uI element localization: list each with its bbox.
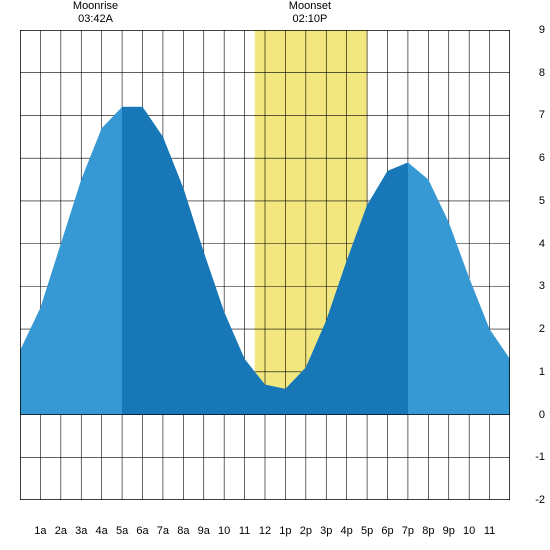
y-tick-label: 9 (539, 24, 545, 36)
x-tick-label: 12 (259, 525, 271, 537)
moon-label-title: Moonset (289, 0, 331, 13)
moon-label-time: 03:42A (73, 13, 118, 26)
x-tick-label: 4p (341, 525, 353, 537)
tide-chart-container: Moonrise03:42A Moonset02:10P 1a 2a 3a 4a 5a 6a… (0, 0, 550, 550)
y-tick-label: 6 (539, 152, 545, 164)
top-labels: Moonrise03:42A Moonset02:10P (0, 0, 550, 30)
y-axis-labels: -2-10123456789 (530, 30, 545, 500)
x-tick-label: 8a (177, 525, 189, 537)
x-tick-label: 8p (422, 525, 434, 537)
y-tick-label: 0 (539, 409, 545, 421)
x-tick-label: 10 (463, 525, 475, 537)
chart-plot-area (20, 30, 510, 500)
moon-label: Moonrise03:42A (73, 0, 118, 26)
x-tick-label: 11 (484, 525, 495, 537)
x-tick-label: 3a (75, 525, 87, 537)
x-tick-label: 7a (157, 525, 169, 537)
moon-label: Moonset02:10P (289, 0, 331, 26)
x-tick-label: 11 (239, 525, 250, 537)
x-tick-label: 5a (116, 525, 128, 537)
chart-svg (20, 30, 510, 500)
y-tick-label: 5 (539, 195, 545, 207)
moon-label-title: Moonrise (73, 0, 118, 13)
moon-label-time: 02:10P (289, 13, 331, 26)
x-tick-label: 2a (55, 525, 67, 537)
x-tick-label: 4a (96, 525, 108, 537)
y-tick-label: 4 (539, 238, 545, 250)
x-axis-labels: 1a 2a 3a 4a 5a 6a 7a 8a 9a 10 11 12 1p 2p 3p 4p 5p 6p 7p 8p… (20, 525, 510, 545)
y-tick-label: 7 (539, 109, 545, 121)
y-tick-label: -2 (535, 494, 545, 506)
x-tick-label: 9p (443, 525, 455, 537)
y-tick-label: -1 (535, 451, 545, 463)
x-tick-label: 10 (218, 525, 230, 537)
x-tick-label: 5p (361, 525, 373, 537)
y-tick-label: 3 (539, 280, 545, 292)
x-tick-label: 3p (320, 525, 332, 537)
x-tick-label: 2p (300, 525, 312, 537)
y-tick-label: 8 (539, 67, 545, 79)
y-tick-label: 1 (539, 366, 545, 378)
x-tick-label: 6p (381, 525, 393, 537)
x-tick-label: 1a (34, 525, 46, 537)
x-tick-label: 6a (136, 525, 148, 537)
x-tick-label: 1p (279, 525, 291, 537)
x-tick-label: 9a (198, 525, 210, 537)
x-tick-label: 7p (402, 525, 414, 537)
y-tick-label: 2 (539, 323, 545, 335)
